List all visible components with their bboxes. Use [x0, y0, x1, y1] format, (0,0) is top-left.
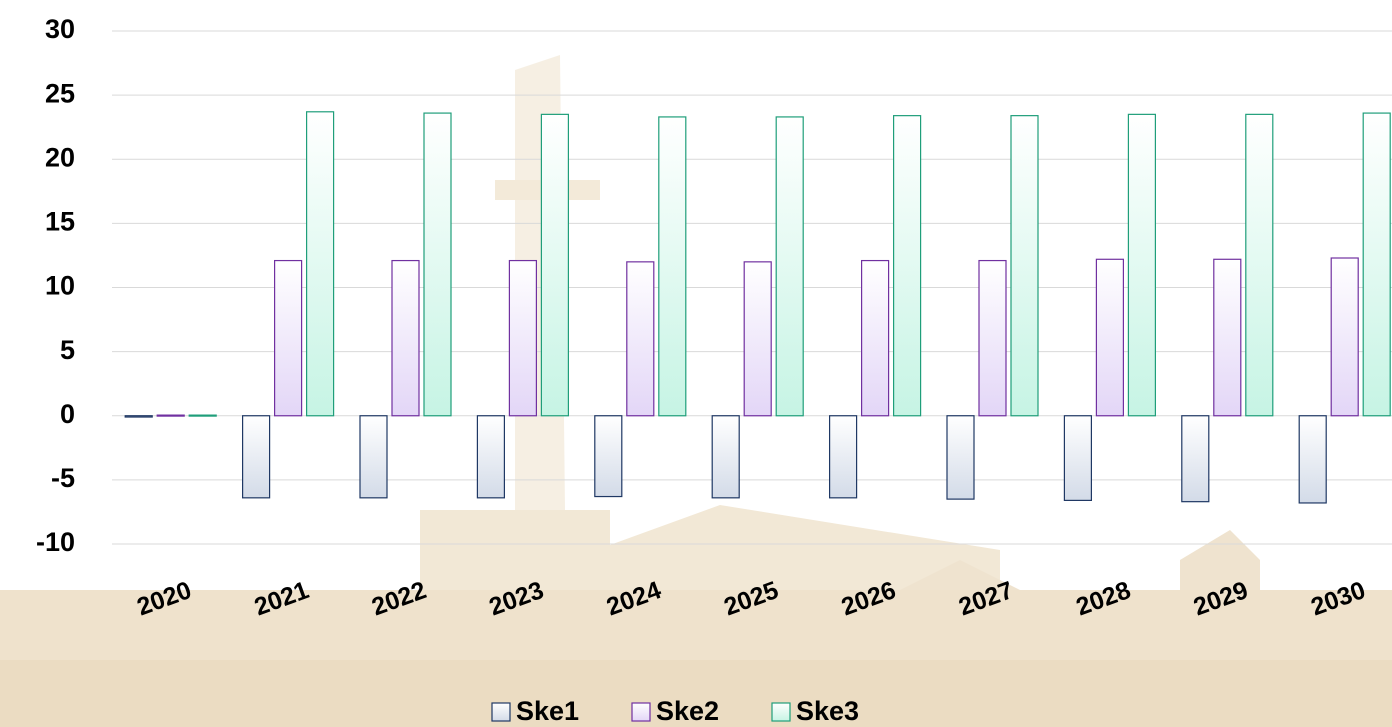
bar: [1181, 415, 1210, 503]
bar: [1063, 415, 1093, 501]
legend-swatch: [491, 702, 511, 722]
y-tick-label: 15: [45, 207, 75, 237]
legend-label: Ske2: [656, 696, 719, 726]
bar: [1362, 112, 1391, 417]
bar: [540, 113, 570, 417]
bar: [711, 415, 740, 499]
bar: [1095, 258, 1125, 417]
y-tick-label: 0: [60, 399, 75, 429]
y-tick-label: -5: [51, 463, 75, 493]
bar: [476, 415, 505, 499]
bar: [1127, 113, 1157, 417]
y-tick-label: 30: [45, 14, 75, 44]
bar: [1010, 115, 1039, 417]
y-tick-label: 20: [45, 142, 75, 172]
bar: [124, 415, 153, 418]
bar: [743, 261, 772, 417]
bar: [658, 116, 687, 417]
legend-swatch: [631, 702, 651, 722]
bars: [124, 111, 1391, 504]
bar: [306, 111, 335, 417]
bar: [594, 415, 623, 498]
bar: [860, 259, 890, 417]
bar: [626, 261, 655, 417]
bar: [391, 259, 420, 417]
bar: [359, 415, 388, 499]
bar: [775, 116, 804, 417]
bar: [892, 115, 922, 417]
bar: [1298, 415, 1327, 504]
bar: [1330, 257, 1359, 417]
legend-label: Ske1: [516, 696, 579, 726]
y-tick-label: 10: [45, 271, 75, 301]
bar: [978, 259, 1007, 417]
y-tick-label: 25: [45, 78, 75, 108]
y-tick-label: 5: [60, 335, 75, 365]
bar: [274, 259, 303, 417]
y-tick-label: -10: [36, 527, 75, 557]
bar: [1213, 258, 1242, 417]
legend-swatch: [771, 702, 791, 722]
bar: [188, 414, 217, 417]
bar: [242, 415, 271, 499]
legend: Ske1 Ske2 Ske3: [491, 696, 859, 726]
legend-label: Ske3: [796, 696, 859, 726]
bar: [828, 415, 858, 499]
bar: [946, 415, 975, 500]
bar: [1245, 113, 1274, 417]
bar: [508, 259, 537, 417]
bar: [423, 112, 452, 417]
bar: [156, 414, 185, 417]
